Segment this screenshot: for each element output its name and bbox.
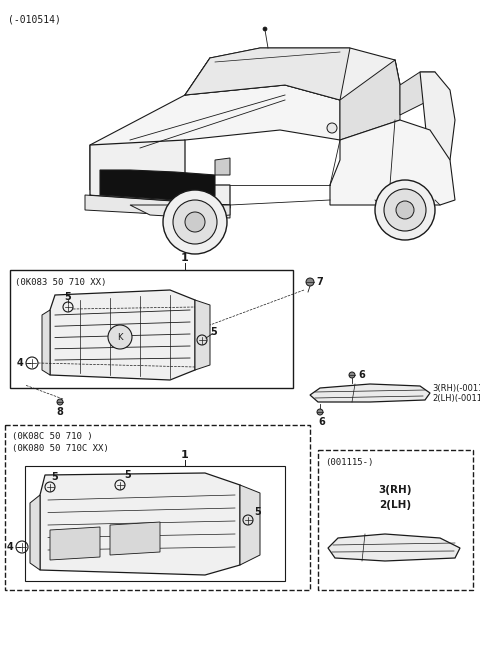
Circle shape: [384, 189, 426, 231]
Circle shape: [306, 278, 314, 286]
Circle shape: [163, 190, 227, 254]
Polygon shape: [185, 48, 350, 100]
Text: (001115-): (001115-): [325, 458, 373, 467]
Polygon shape: [330, 120, 455, 205]
Polygon shape: [100, 170, 215, 200]
Text: 5: 5: [211, 327, 217, 337]
Text: (0K080 50 710C XX): (0K080 50 710C XX): [12, 444, 109, 453]
Polygon shape: [215, 158, 230, 175]
Text: 6: 6: [319, 417, 325, 427]
Circle shape: [349, 372, 355, 378]
Circle shape: [375, 180, 435, 240]
Polygon shape: [420, 72, 455, 170]
Polygon shape: [50, 290, 195, 380]
Text: K: K: [117, 333, 123, 341]
Circle shape: [396, 201, 414, 219]
Text: 5: 5: [52, 472, 59, 482]
Text: 1: 1: [181, 253, 189, 263]
Text: 6: 6: [359, 370, 365, 380]
Polygon shape: [328, 534, 460, 561]
Polygon shape: [90, 140, 230, 215]
Text: 5: 5: [254, 507, 262, 517]
Text: (-010514): (-010514): [8, 14, 61, 24]
Text: 5: 5: [65, 292, 72, 302]
Polygon shape: [195, 300, 210, 370]
Text: 7: 7: [317, 277, 324, 287]
Polygon shape: [30, 495, 40, 570]
Circle shape: [108, 325, 132, 349]
Polygon shape: [310, 384, 430, 402]
Text: 4: 4: [7, 542, 13, 552]
Circle shape: [57, 399, 63, 405]
Circle shape: [317, 409, 323, 415]
Polygon shape: [42, 310, 50, 375]
FancyBboxPatch shape: [10, 270, 293, 388]
FancyBboxPatch shape: [5, 425, 310, 590]
Text: 4: 4: [17, 358, 24, 368]
Polygon shape: [40, 473, 240, 575]
Text: (0K083 50 710 XX): (0K083 50 710 XX): [15, 278, 107, 287]
Polygon shape: [340, 60, 400, 140]
Polygon shape: [240, 485, 260, 565]
Circle shape: [327, 123, 337, 133]
Text: 5: 5: [125, 470, 132, 480]
Polygon shape: [185, 48, 400, 100]
Text: 8: 8: [57, 407, 63, 417]
Text: 1: 1: [181, 450, 189, 460]
Polygon shape: [110, 522, 160, 555]
Circle shape: [263, 27, 267, 31]
Text: 2(LH)(-001115): 2(LH)(-001115): [432, 394, 480, 403]
Text: 3(RH)(-001115): 3(RH)(-001115): [432, 383, 480, 392]
Polygon shape: [90, 85, 340, 190]
Circle shape: [185, 212, 205, 232]
Text: (0K08C 50 710 ): (0K08C 50 710 ): [12, 432, 93, 441]
Text: 3(RH): 3(RH): [378, 485, 412, 495]
FancyBboxPatch shape: [25, 466, 285, 581]
Polygon shape: [85, 195, 230, 218]
Circle shape: [173, 200, 217, 244]
Polygon shape: [400, 72, 440, 115]
FancyBboxPatch shape: [318, 450, 473, 590]
Text: 2(LH): 2(LH): [379, 500, 411, 510]
Polygon shape: [130, 205, 230, 218]
Polygon shape: [50, 527, 100, 560]
